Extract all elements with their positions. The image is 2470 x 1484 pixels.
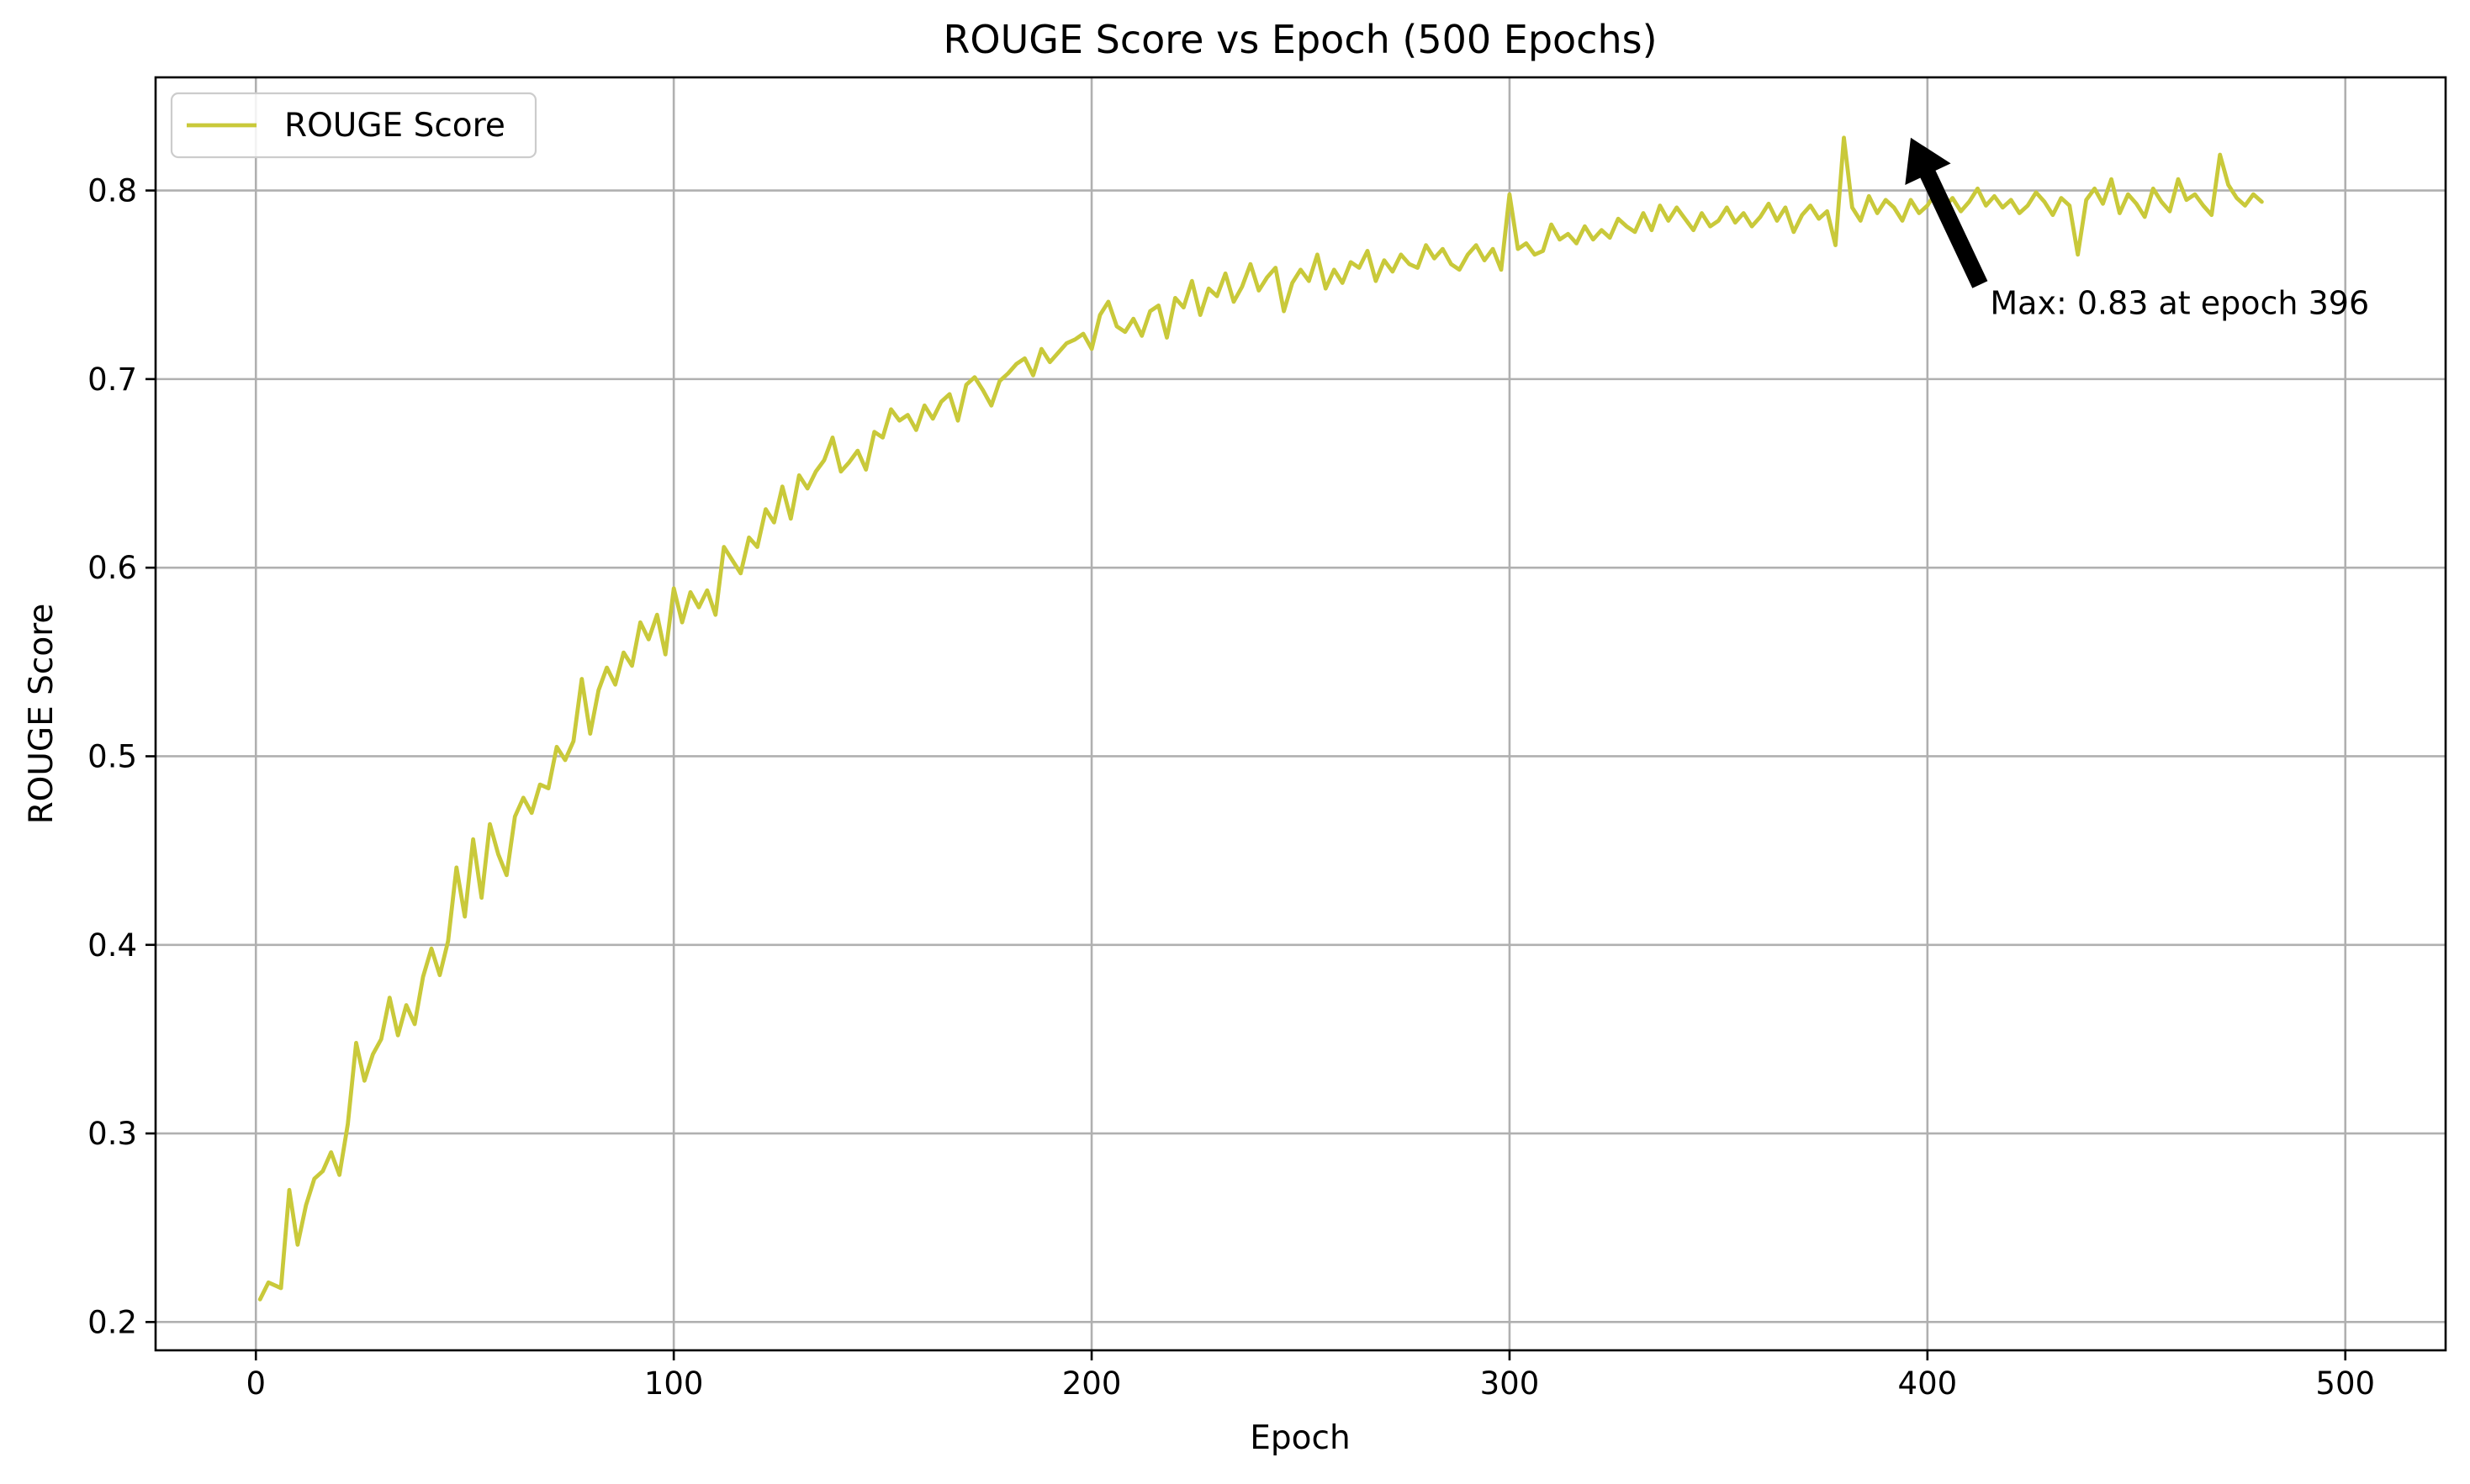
y-tick-label: 0.6 xyxy=(87,550,137,586)
y-tick-label: 0.3 xyxy=(87,1116,137,1152)
y-tick-label: 0.2 xyxy=(87,1304,137,1340)
x-tick-label: 0 xyxy=(246,1365,266,1402)
annotation: Max: 0.83 at epoch 396 xyxy=(1905,137,2369,322)
x-tick-label: 100 xyxy=(644,1365,704,1402)
y-tick-label: 0.8 xyxy=(87,173,137,209)
axes-frame xyxy=(154,76,2447,1352)
x-tick-label: 400 xyxy=(1898,1365,1958,1402)
max-annotation-text: Max: 0.83 at epoch 396 xyxy=(1990,285,2369,322)
plot-area xyxy=(257,135,2264,1302)
x-axis-label: Epoch xyxy=(1250,1419,1350,1457)
y-tick-label: 0.4 xyxy=(87,927,137,964)
axis-ticks: 0 100 200 300 400 500 0.2 0.3 0.4 0.5 0.6 0.7 0.8 xyxy=(87,173,2375,1402)
x-tick-label: 200 xyxy=(1062,1365,1122,1402)
chart-title: ROUGE Score vs Epoch (500 Epochs) xyxy=(943,17,1657,62)
series-line-rouge-score xyxy=(257,135,2264,1302)
legend: ROUGE Score xyxy=(170,92,537,159)
grid xyxy=(156,77,2446,1350)
x-tick-label: 300 xyxy=(1480,1365,1540,1402)
legend-label: ROUGE Score xyxy=(284,107,505,145)
y-tick-label: 0.5 xyxy=(87,738,137,774)
y-axis-label: ROUGE Score xyxy=(23,604,61,825)
legend-box xyxy=(170,92,537,159)
x-tick-label: 500 xyxy=(2315,1365,2375,1402)
y-tick-label: 0.7 xyxy=(87,362,137,398)
max-arrow-icon xyxy=(1905,137,1988,288)
